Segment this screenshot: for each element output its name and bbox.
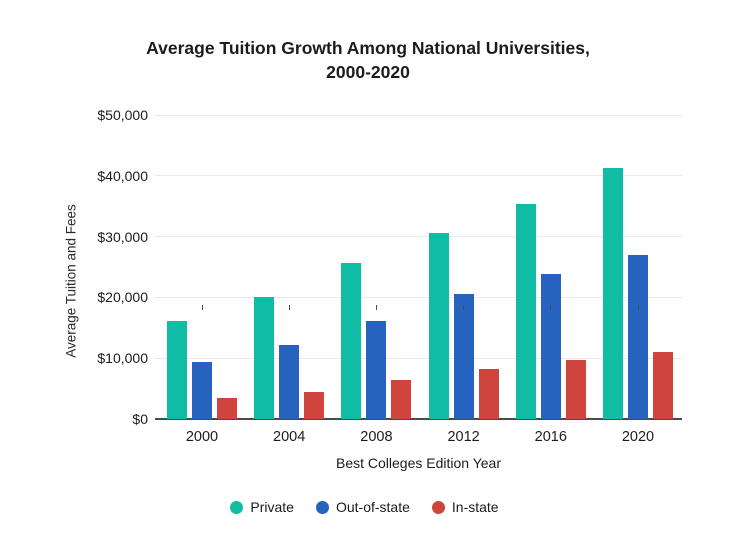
y-tick-label-50000: $50,000 [97,107,148,123]
y-tick-label-40000: $40,000 [97,167,148,184]
bar-out-of-state-2004 [279,344,300,419]
bar-in-state-2000 [217,398,237,419]
bar-in-state-2008 [391,379,412,419]
bar-private-2012 [428,233,449,419]
x-tick-mark-2012 [463,305,465,310]
x-tick-mark-2000 [201,305,203,310]
y-tick-label-10000: $10,000 [97,350,148,367]
bar-out-of-state-2012 [453,294,474,419]
x-tick-label-2016: 2016 [534,429,567,445]
x-tick-mark-2020 [637,305,639,310]
x-tick-mark-2008 [375,305,377,310]
x-tick-mark-2016 [550,305,552,310]
x-axis-title: Best Colleges Edition Year [336,455,501,471]
bar-private-2000 [167,320,187,419]
plot-area [155,114,682,420]
legend-item-private: Private [230,499,294,515]
x-tick-mark-2004 [288,305,290,310]
bar-private-2004 [254,297,275,419]
chart-title-line1: Average Tuition Growth Among National Un… [146,38,590,58]
gridline-10000 [155,357,682,359]
gridline-50000 [155,114,682,116]
x-tick-label-2008: 2008 [360,429,393,445]
x-tick-label-2000: 2000 [185,429,219,445]
x-tick-label-2004: 2004 [273,429,306,445]
x-tick-label-2012: 2012 [447,429,480,445]
legend-dot-in-state-icon [431,500,445,514]
bar-out-of-state-2008 [366,320,387,419]
gridline-30000 [155,236,682,238]
bar-out-of-state-2020 [628,254,648,419]
bar-out-of-state-2016 [540,273,561,419]
gridline-40000 [155,175,682,177]
legend-label-in-state: In-state [451,499,499,515]
bar-private-2008 [341,263,362,419]
bar-out-of-state-2000 [192,361,212,419]
legend: Private Out-of-state In-state [0,498,729,516]
bar-in-state-2012 [478,368,499,419]
y-tick-label-20000: $20,000 [97,289,148,306]
legend-label-private: Private [250,499,294,515]
y-tick-label-0: $0 [132,411,148,427]
bar-in-state-2020 [653,351,673,419]
legend-dot-private-icon [230,500,244,514]
bar-private-2020 [603,167,623,419]
bar-in-state-2016 [565,360,586,419]
gridline-20000 [155,296,682,298]
legend-label-out-of-state: Out-of-state [335,499,410,515]
y-tick-label-30000: $30,000 [97,228,148,245]
bar-in-state-2004 [304,391,325,419]
bar-private-2016 [515,203,536,419]
legend-dot-out-of-state-icon [315,500,329,514]
x-axis-line [155,418,682,420]
y-axis-title: Average Tuition and Fees [63,204,79,358]
legend-item-out-of-state: Out-of-state [315,499,410,515]
chart-title-line2: 2000-2020 [326,62,410,82]
legend-item-in-state: In-state [431,499,499,515]
x-tick-label-2020: 2020 [621,429,655,445]
chart-title: Average Tuition Growth Among National Un… [8,36,728,84]
